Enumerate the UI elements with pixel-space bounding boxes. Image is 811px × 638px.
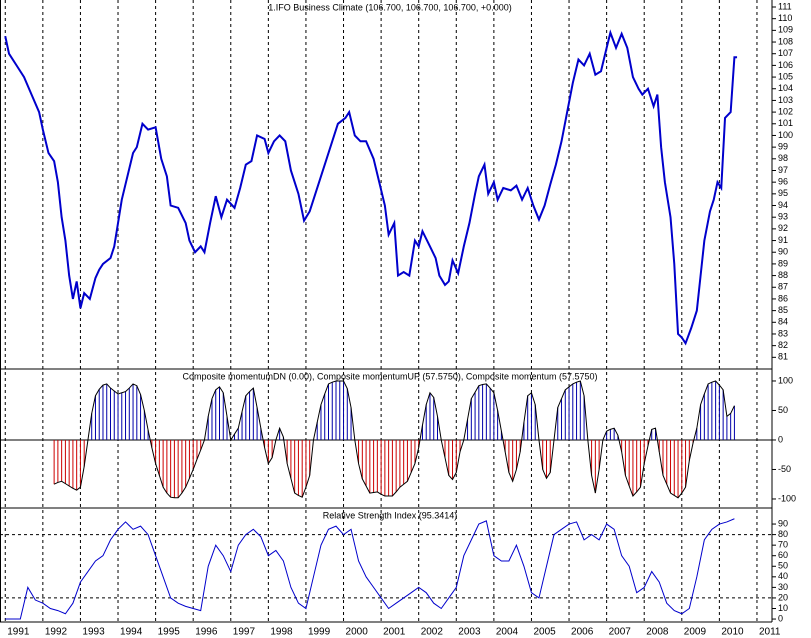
- y-tick-label: 0: [778, 434, 783, 444]
- y-tick-label: 90: [778, 518, 788, 528]
- panel-title: Composite momentumDN (0.00), Composite m…: [182, 371, 597, 381]
- y-tick-label: 100: [778, 375, 793, 385]
- y-tick-label: 87: [778, 282, 788, 292]
- x-tick-label: 2009: [684, 627, 707, 638]
- y-tick-label: 95: [778, 188, 788, 198]
- y-tick-label: 94: [778, 200, 788, 210]
- x-tick-label: 2010: [721, 627, 744, 638]
- y-tick-label: 0: [778, 613, 783, 623]
- y-tick-label: 20: [778, 592, 788, 602]
- y-tick-label: -50: [778, 464, 791, 474]
- y-tick-label: 83: [778, 328, 788, 338]
- y-tick-label: 102: [778, 106, 793, 116]
- y-tick-label: 81: [778, 352, 788, 362]
- y-tick-label: 50: [778, 561, 788, 571]
- x-tick-label: 2006: [571, 627, 594, 638]
- data-line: [4, 29, 738, 346]
- x-tick-label: 2002: [421, 627, 444, 638]
- y-tick-label: 70: [778, 540, 788, 550]
- y-tick-label: 60: [778, 550, 788, 560]
- x-tick-label: 1999: [308, 627, 331, 638]
- y-tick-label: 89: [778, 258, 788, 268]
- y-tick-label: 111: [778, 1, 792, 11]
- y-tick-label: 92: [778, 223, 788, 233]
- y-tick-label: 98: [778, 153, 788, 163]
- x-tick-label: 2001: [383, 627, 406, 638]
- x-tick-label: 2000: [346, 627, 369, 638]
- x-tick-label: 2011: [759, 627, 781, 638]
- y-tick-label: 103: [778, 95, 793, 105]
- y-tick-label: 40: [778, 571, 788, 581]
- panel-title: Relative Strength Index (95.3414): [323, 510, 458, 520]
- x-tick-label: 1991: [7, 627, 30, 638]
- y-tick-label: 93: [778, 212, 788, 222]
- y-tick-label: 108: [778, 36, 793, 46]
- y-tick-label: 109: [778, 25, 793, 35]
- y-tick-label: 107: [778, 48, 793, 58]
- x-tick-label: 1993: [82, 627, 105, 638]
- x-tick-label: 1995: [158, 627, 181, 638]
- y-tick-label: 96: [778, 177, 788, 187]
- y-tick-label: 97: [778, 165, 788, 175]
- y-tick-label: 105: [778, 71, 793, 81]
- y-tick-label: 99: [778, 142, 788, 152]
- y-tick-label: 100: [778, 130, 793, 140]
- x-tick-label: 2008: [646, 627, 669, 638]
- x-tick-label: 2004: [496, 627, 519, 638]
- y-tick-label: 101: [778, 118, 793, 128]
- y-tick-label: 91: [778, 235, 788, 245]
- y-tick-label: 85: [778, 305, 788, 315]
- x-tick-label: 2003: [458, 627, 481, 638]
- x-tick-label: 1998: [270, 627, 293, 638]
- y-tick-label: 106: [778, 60, 793, 70]
- data-line: [5, 518, 735, 620]
- x-tick-label: 2007: [609, 627, 632, 638]
- x-tick-label: 2005: [533, 627, 556, 638]
- y-tick-label: 84: [778, 317, 788, 327]
- y-tick-label: 82: [778, 340, 788, 350]
- y-tick-label: 86: [778, 293, 788, 303]
- y-tick-label: 88: [778, 270, 788, 280]
- y-tick-label: -100: [778, 493, 796, 503]
- x-tick-label: 1996: [195, 627, 218, 638]
- y-tick-label: 80: [778, 529, 788, 539]
- y-tick-label: 10: [778, 603, 788, 613]
- y-tick-label: 110: [778, 13, 792, 23]
- y-tick-label: 50: [778, 405, 788, 415]
- outline: [53, 380, 735, 499]
- y-tick-label: 90: [778, 247, 788, 257]
- x-tick-label: 1994: [120, 627, 143, 638]
- x-tick-label: 1992: [45, 627, 68, 638]
- x-tick-label: 1997: [233, 627, 256, 638]
- y-tick-label: 30: [778, 582, 788, 592]
- panel-title: 1.IFO Business Climate (106.700, 106.700…: [268, 2, 511, 12]
- y-tick-label: 104: [778, 83, 793, 93]
